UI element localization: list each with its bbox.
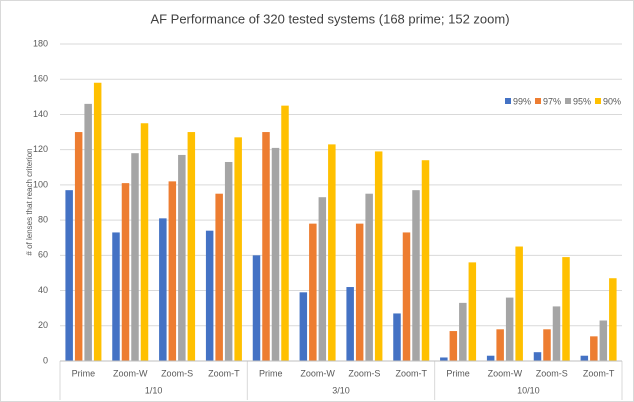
bar <box>224 161 233 361</box>
bar <box>328 144 336 361</box>
bar <box>318 197 327 361</box>
bar <box>440 357 448 361</box>
legend-label: 97% <box>543 96 561 106</box>
legend-swatch <box>565 98 571 104</box>
bar <box>562 257 570 361</box>
bar <box>93 82 102 361</box>
bar <box>112 232 120 361</box>
bar <box>412 190 420 361</box>
y-tick-label: 40 <box>38 285 48 295</box>
x-tick-label: Zoom-W <box>488 368 523 378</box>
bar <box>459 302 467 361</box>
x-tick-label: Zoom-W <box>300 368 335 378</box>
bar <box>187 132 196 361</box>
y-tick-label: 120 <box>33 144 48 154</box>
bar <box>281 105 289 361</box>
chart-title: AF Performance of 320 tested systems (16… <box>150 11 509 26</box>
bar <box>299 292 308 361</box>
bar <box>552 306 561 361</box>
bar <box>131 153 139 361</box>
bar <box>271 147 280 361</box>
y-tick-label: 160 <box>33 74 48 84</box>
legend-label: 99% <box>513 96 531 106</box>
group-label: 3/10 <box>332 385 350 395</box>
bar <box>215 193 223 361</box>
x-tick-label: Zoom-S <box>348 368 380 378</box>
x-tick-label: Zoom-T <box>583 368 615 378</box>
bar <box>449 331 458 361</box>
x-tick-label: Prime <box>72 368 96 378</box>
y-tick-label: 60 <box>38 250 48 260</box>
bar <box>505 297 514 361</box>
bar <box>74 132 83 361</box>
legend-label: 95% <box>573 96 591 106</box>
bar <box>205 230 214 361</box>
bar <box>65 190 73 361</box>
legend-label: 90% <box>603 96 621 106</box>
bar <box>421 160 430 361</box>
x-tick-label: Zoom-S <box>536 368 568 378</box>
legend-swatch <box>595 98 601 104</box>
bar <box>234 137 242 361</box>
bar <box>543 329 551 361</box>
x-tick-label: Prime <box>259 368 283 378</box>
group-label: 1/10 <box>145 385 163 395</box>
bar <box>355 223 364 361</box>
legend-swatch <box>535 98 541 104</box>
bar <box>252 255 261 361</box>
y-tick-label: 180 <box>33 38 48 48</box>
x-tick-label: Zoom-T <box>396 368 428 378</box>
y-tick-label: 20 <box>38 320 48 330</box>
bar <box>346 287 354 361</box>
bar <box>590 336 598 361</box>
bar <box>374 151 383 361</box>
group-label: 10/10 <box>517 385 540 395</box>
bar <box>533 352 542 361</box>
legend-swatch <box>505 98 511 104</box>
bar <box>365 193 373 361</box>
x-tick-label: Zoom-T <box>208 368 240 378</box>
y-tick-label: 0 <box>43 355 48 365</box>
bar <box>486 355 495 361</box>
bar <box>309 223 317 361</box>
bar <box>262 132 270 361</box>
y-axis-label: # of lenses that reach criterion <box>25 148 34 255</box>
y-tick-label: 100 <box>33 179 48 189</box>
bar <box>393 313 401 361</box>
bar <box>84 103 92 361</box>
x-tick-label: Zoom-W <box>113 368 148 378</box>
bar <box>140 123 149 361</box>
bar <box>609 278 617 361</box>
bar <box>178 154 186 361</box>
bar <box>599 320 608 361</box>
x-tick-label: Prime <box>446 368 470 378</box>
bar <box>121 183 130 361</box>
y-tick-label: 140 <box>33 109 48 119</box>
y-tick-label: 80 <box>38 214 48 224</box>
bar <box>515 246 523 361</box>
bar <box>468 262 477 361</box>
bar <box>168 181 177 361</box>
bar <box>580 355 589 361</box>
bar <box>402 232 411 361</box>
bar <box>159 218 167 361</box>
x-tick-label: Zoom-S <box>161 368 193 378</box>
bar <box>496 329 504 361</box>
